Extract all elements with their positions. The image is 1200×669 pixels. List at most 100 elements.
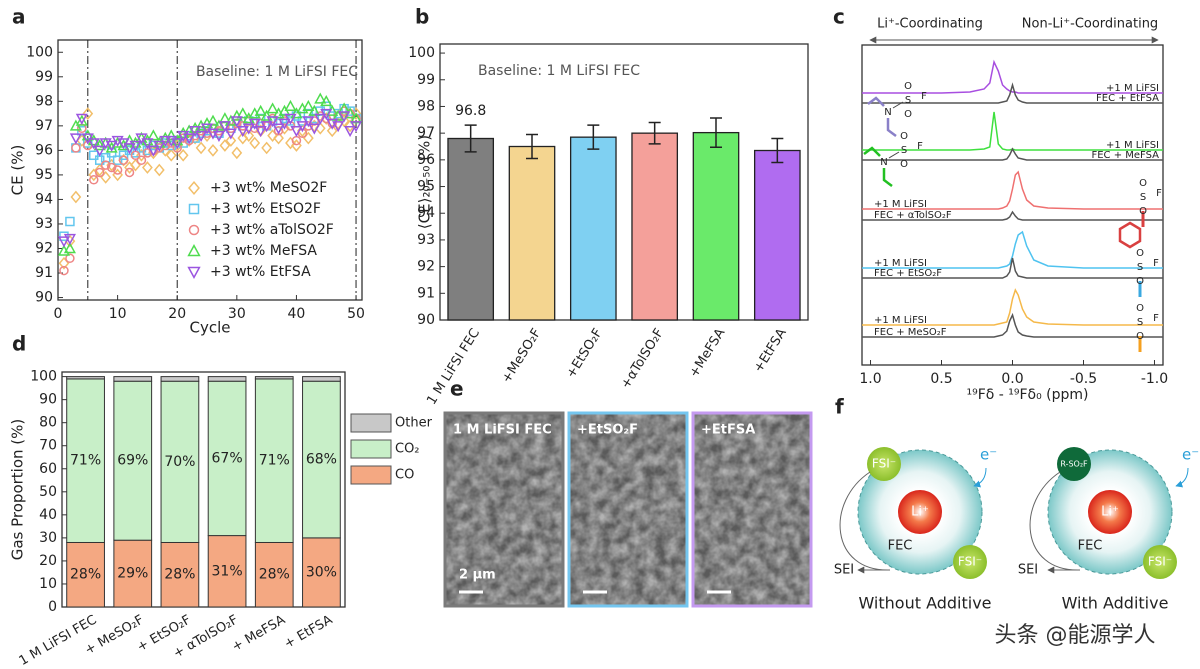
marker — [71, 143, 81, 153]
marker — [302, 116, 315, 128]
x-tick-label: +MeFSA — [687, 326, 729, 380]
data-label: 28% — [70, 567, 101, 583]
y-tick-label: 30 — [39, 530, 57, 546]
marker — [273, 131, 284, 145]
y-tick-label: 80 — [39, 415, 57, 431]
legend-label: +3 wt% MeFSA — [210, 243, 317, 259]
x-axis-label: Cycle — [190, 319, 231, 337]
y-tick-label: 0 — [48, 599, 57, 615]
marker — [165, 129, 178, 141]
x-tick-label: 10 — [109, 306, 127, 322]
series-label: +1 M LiFSI — [1106, 140, 1159, 151]
spectrum — [862, 147, 1163, 161]
marker — [314, 113, 327, 125]
bond — [888, 151, 900, 159]
bar-segment — [113, 380, 153, 541]
marker — [165, 148, 177, 162]
marker — [147, 129, 160, 141]
marker — [100, 170, 112, 184]
ion-label: Li⁺ — [1101, 505, 1119, 520]
marker — [302, 99, 315, 111]
data-label: 71% — [259, 453, 290, 469]
y-tick-label: 96 — [417, 152, 435, 168]
anion-label: FSI⁻ — [872, 457, 896, 471]
y-tick-label: 99 — [35, 69, 53, 85]
sem-texture — [569, 413, 687, 606]
sei-label: SEI — [834, 563, 854, 578]
sei-label: SEI — [1018, 563, 1038, 578]
data-label: 69% — [117, 453, 148, 469]
marker — [124, 167, 135, 178]
series-label: +1 M LiFSI — [874, 199, 927, 210]
marker — [219, 139, 231, 152]
marker — [75, 113, 88, 125]
marker — [266, 116, 279, 128]
marker — [302, 131, 314, 145]
panel-letter: b — [415, 5, 429, 29]
marker — [214, 126, 224, 136]
legend-swatch — [350, 465, 392, 485]
anion-label: FSI⁻ — [958, 555, 982, 569]
marker — [254, 126, 267, 138]
error-bar — [648, 121, 661, 145]
header-label: Li⁺-Coordinating — [877, 17, 983, 32]
series-label: FEC + EtSO₂F — [874, 268, 942, 279]
marker — [93, 145, 106, 157]
bar — [508, 145, 556, 321]
marker — [308, 104, 321, 116]
x-tick-label: -1.0 — [1141, 371, 1168, 387]
bar-segment — [254, 541, 294, 608]
y-tick-label: 100 — [30, 369, 57, 385]
marker — [188, 203, 200, 215]
sem-border — [691, 411, 813, 608]
bar — [631, 132, 679, 321]
marker — [344, 126, 357, 138]
marker — [194, 130, 208, 143]
marker — [94, 167, 105, 178]
x-tick-label: 1.0 — [859, 371, 881, 387]
marker — [57, 236, 71, 248]
y-axis-label: CE (%) — [9, 145, 27, 196]
marker — [183, 133, 196, 145]
y-tick-label: 20 — [39, 553, 57, 569]
marker — [123, 143, 136, 155]
bar-segment — [302, 376, 341, 382]
marker — [88, 168, 100, 182]
x-tick-label: 40 — [288, 306, 306, 322]
bar-segment — [160, 380, 200, 543]
bar-segment — [302, 537, 341, 608]
marker — [188, 224, 200, 236]
y-tick-label: 91 — [417, 285, 435, 301]
marker — [284, 99, 297, 111]
panel-letter: f — [835, 395, 844, 419]
legend-label: CO₂ — [395, 442, 420, 457]
caption: Without Additive — [858, 594, 991, 613]
series-label: FEC + MeFSA — [1091, 150, 1159, 161]
marker — [320, 108, 333, 120]
bar-segment — [207, 376, 247, 382]
marker — [236, 107, 249, 119]
bar-segment — [66, 541, 105, 608]
error-bar — [526, 133, 538, 160]
plot-frame — [57, 39, 363, 301]
marker — [206, 114, 220, 126]
marker — [243, 129, 255, 143]
y-tick-label: 96 — [35, 142, 53, 158]
x-tick-label: 0.5 — [930, 371, 952, 387]
annotation: Baseline: 1 M LiFSI FEC — [196, 64, 358, 80]
marker — [290, 126, 303, 138]
sem-label: 1 M LiFSI FEC — [453, 423, 552, 438]
marker — [89, 175, 99, 185]
x-tick-label: 0.0 — [1001, 371, 1023, 387]
anion-label: FSI⁻ — [1148, 555, 1172, 569]
series-label: +1 M LiFSI — [874, 258, 927, 269]
y-tick-label: 50 — [39, 484, 57, 500]
marker — [278, 118, 291, 130]
atom: O — [1136, 303, 1144, 314]
x-tick-label: 1 M LiFSI FEC — [17, 613, 100, 669]
solvent-label: FEC — [1078, 539, 1103, 554]
marker — [254, 104, 267, 116]
spectrum — [862, 288, 1163, 326]
atom: F — [1156, 188, 1162, 199]
